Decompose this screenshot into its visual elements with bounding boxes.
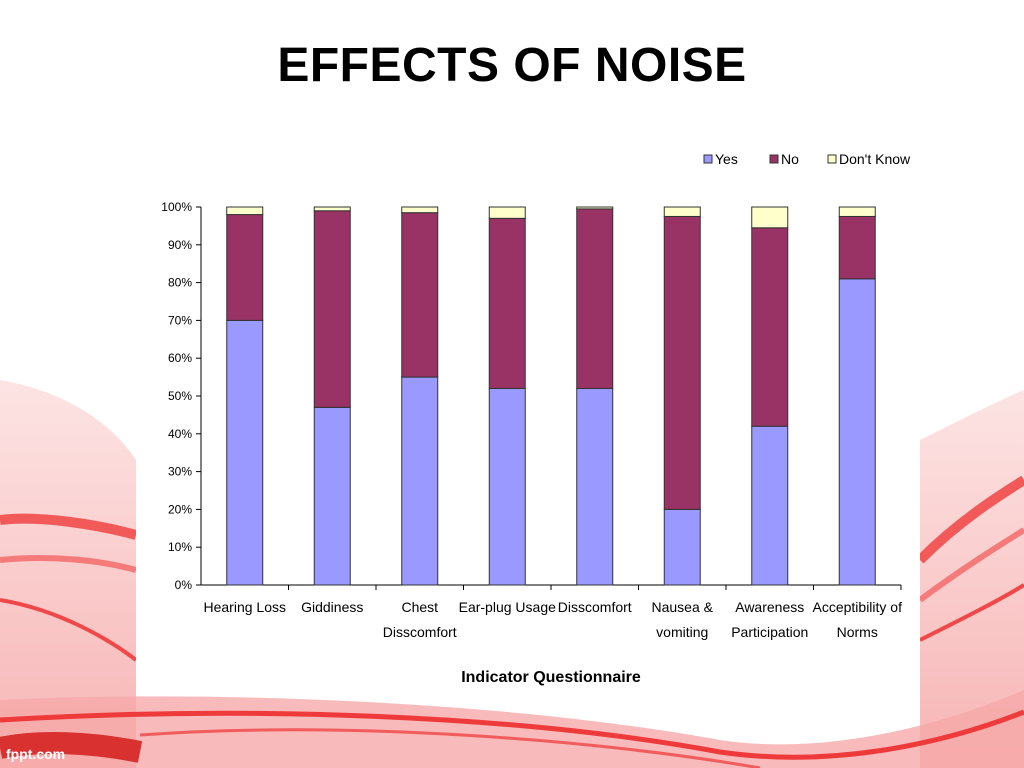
x-axis-title: Indicator Questionnaire	[461, 669, 641, 686]
bar-yes-6	[751, 425, 789, 586]
y-tick-label: 100%	[161, 200, 192, 214]
footer-brand: fppt.com	[6, 746, 66, 762]
bar-yes-2	[401, 376, 439, 586]
legend-label-0: Yes	[715, 151, 738, 167]
bar-no-7	[838, 215, 876, 280]
y-tick-label: 20%	[168, 502, 192, 516]
bar-yes-3	[488, 387, 526, 586]
bar-no-3	[488, 217, 526, 389]
x-tick-label: Disscomfort	[558, 599, 632, 615]
bar-yes-0	[226, 319, 264, 586]
x-tick-label: Participation	[731, 624, 808, 640]
bar-yes-1	[313, 406, 351, 586]
bar-no-0	[226, 214, 264, 321]
bar-dont-know-0	[226, 206, 264, 216]
x-tick-label: Giddiness	[301, 599, 363, 615]
y-tick-label: 50%	[168, 389, 192, 403]
x-tick-label: Disscomfort	[383, 624, 457, 640]
bar-dont-know-3	[488, 206, 526, 219]
x-tick-label: vomiting	[656, 624, 708, 640]
x-tick-label: Ear-plug Usage	[459, 599, 556, 615]
x-tick-label: Chest	[401, 599, 438, 615]
y-tick-label: 70%	[168, 313, 192, 327]
bar-dont-know-1	[313, 206, 351, 212]
legend-swatch-2	[827, 154, 837, 164]
stacked-bar-chart: 0% 10% 20% 30% 40% 50% 60% 70% 80% 90% 100% Hearing…	[161, 151, 911, 686]
y-tick-label: 10%	[168, 540, 192, 554]
bar-yes-7	[838, 278, 876, 586]
x-tick-label: Hearing Loss	[204, 599, 287, 615]
x-tick-label: Awareness	[735, 599, 804, 615]
bar-no-6	[751, 227, 789, 427]
bar-no-5	[663, 215, 701, 510]
bar-dont-know-2	[401, 206, 439, 214]
x-tick-label: Norms	[837, 624, 878, 640]
slide-title: EFFECTS OF NOISE	[277, 39, 747, 92]
bar-no-1	[313, 210, 351, 408]
bar-no-4	[576, 208, 614, 389]
bar-dont-know-7	[838, 206, 876, 217]
legend-label-2: Don't Know	[839, 151, 911, 167]
y-tick-label: 80%	[168, 276, 192, 290]
bar-dont-know-4	[576, 206, 614, 210]
y-tick-label: 30%	[168, 465, 192, 479]
y-tick-label: 60%	[168, 351, 192, 365]
y-tick-label: 40%	[168, 427, 192, 441]
bar-no-2	[401, 212, 439, 378]
y-tick-label: 90%	[168, 238, 192, 252]
bar-yes-4	[576, 387, 614, 586]
x-tick-label: Acceptibility of	[813, 599, 903, 615]
legend-swatch-0	[703, 154, 713, 164]
bar-dont-know-5	[663, 206, 701, 217]
legend-label-1: No	[781, 151, 799, 167]
bar-dont-know-6	[751, 206, 789, 229]
legend-swatch-1	[769, 154, 779, 164]
x-tick-label: Nausea &	[652, 599, 714, 615]
bar-yes-5	[663, 508, 701, 586]
y-tick-label: 0%	[175, 578, 193, 592]
chart-panel: 0% 10% 20% 30% 40% 50% 60% 70% 80% 90% 100% Hearing…	[136, 136, 920, 696]
